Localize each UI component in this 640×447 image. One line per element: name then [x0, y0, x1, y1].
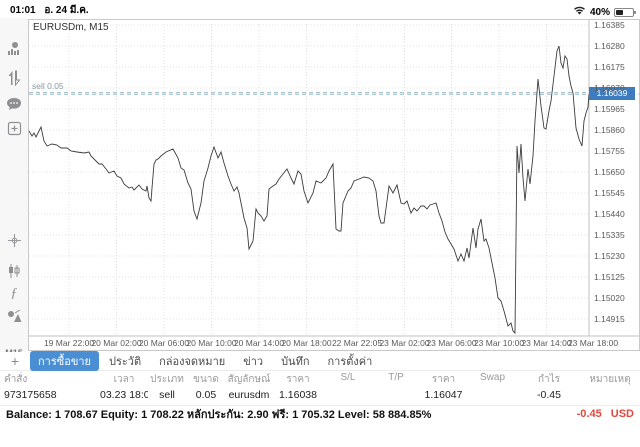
tab-การซื้อขาย[interactable]: การซื้อขาย [30, 351, 99, 371]
col-symbol: สัญลักษณ์ [227, 374, 271, 385]
order-swap [467, 389, 518, 405]
tab-บันทึก[interactable]: บันทึก [281, 356, 310, 368]
function-icon[interactable]: ƒ [10, 286, 18, 301]
order-number: 973175658 [4, 389, 57, 401]
time-axis-label: 20 Mar 14:00 [233, 338, 285, 348]
objects-icon[interactable] [0, 309, 28, 323]
bottom-tab-bar: + การซื้อขาย ประวัติ กล่องจดหมาย ข่าว บันทึก… [0, 351, 640, 371]
price-axis-label: 1.14915 [594, 314, 625, 324]
chart-panel: EURUSDm, M15 sell 0.05 1.16039 1.16385 1.… [28, 19, 640, 351]
battery-icon [614, 7, 636, 17]
order-profit: -0.45 [537, 389, 561, 401]
crosshair-icon[interactable] [0, 233, 28, 248]
tab-ประวัติ[interactable]: ประวัติ [108, 356, 142, 368]
left-toolbar: ƒ M15 [0, 18, 28, 358]
profit-currency: USD [610, 407, 634, 420]
price-axis-label: 1.15965 [594, 104, 625, 114]
order-comment [580, 389, 640, 405]
time-axis-label: 23 Mar 18:00 [567, 338, 619, 348]
status-bar: 01:01 อ. 24 มี.ค. 40% [0, 0, 640, 18]
time-axis-label: 20 Mar 10:00 [186, 338, 237, 348]
col-profit: กำไร [537, 374, 561, 385]
col-comment: หมายเหตุ [589, 374, 631, 385]
time-axis-label: 20 Mar 06:00 [138, 338, 190, 348]
order-time: 03.23 18:01 [100, 389, 148, 401]
order-tp [372, 389, 420, 405]
col-price-current: ราคา [431, 374, 456, 385]
col-price-open: ราคา [286, 374, 310, 385]
price-axis-label: 1.15860 [594, 125, 625, 135]
chart-symbol-title: EURUSDm, M15 [33, 22, 109, 33]
clock-time: 01:01 [10, 5, 36, 16]
account-summary-row: Balance: 1 708.67 Equity: 1 708.22 หลักประ… [0, 405, 640, 421]
price-axis-label: 1.16070 [594, 83, 625, 93]
time-axis-label: 20 Mar 18:00 [281, 338, 332, 348]
time-axis-label: 20 Mar 02:00 [91, 338, 142, 348]
time-axis-label: 23 Mar 06:00 [426, 338, 477, 348]
quotes-icon[interactable] [0, 40, 28, 56]
new-order-icon[interactable] [0, 121, 28, 136]
order-price-open: 1.16038 [279, 389, 317, 401]
time-axis-label: 23 Mar 02:00 [379, 338, 430, 348]
time-axis-label: 23 Mar 10:00 [473, 338, 525, 348]
col-size: ขนาด [193, 374, 219, 385]
status-date: อ. 24 มี.ค. [44, 5, 89, 16]
price-axis-label: 1.16280 [594, 41, 625, 51]
trade-arrows-icon[interactable] [0, 70, 28, 86]
col-order: คำสั่ง [4, 374, 28, 385]
tab-การตั้งค่า[interactable]: การตั้งค่า [327, 356, 373, 368]
price-axis-label: 1.15545 [594, 188, 625, 198]
price-axis-label: 1.16385 [594, 20, 625, 30]
order-symbol: eurusdm [228, 389, 270, 401]
price-axis-label: 1.16175 [594, 62, 625, 72]
price-axis-label: 1.15335 [594, 230, 625, 240]
chat-icon[interactable] [0, 97, 28, 111]
sell-order-label[interactable]: sell 0.05 [32, 80, 64, 91]
time-axis-label: 23 Mar 14:00 [521, 338, 572, 348]
col-tp: T/P [388, 372, 404, 383]
profit-value: -0.45 [576, 407, 602, 420]
wifi-icon [573, 3, 586, 21]
account-balance: Balance: 1 708.67 [6, 408, 98, 421]
order-price-current: 1.16047 [424, 389, 463, 401]
price-chart[interactable] [29, 20, 640, 351]
col-sl: S/L [340, 372, 356, 383]
price-axis-label: 1.15125 [594, 272, 625, 282]
battery-percent: 40% [589, 6, 610, 18]
trade-table-header: คำสั่ง เวลา ประเภท ขนาด สัญลักษณ์ ราคา S/L T/P ร… [0, 372, 640, 388]
order-size: 0.05 [195, 389, 217, 401]
tab-ข่าว[interactable]: ข่าว [243, 356, 264, 368]
account-summary: Balance: 1 708.67 Equity: 1 708.22 หลักประ… [6, 405, 434, 423]
current-price-tag: 1.16039 [589, 87, 635, 101]
add-tab-button[interactable]: + [10, 353, 20, 369]
account-level: Level: 58 884.85% [337, 408, 432, 421]
order-type: sell [159, 389, 175, 401]
col-type: ประเภท [150, 374, 184, 385]
time-axis-label: 22 Mar 22:05 [331, 338, 383, 348]
account-: ฟรี: 1 705.32 [271, 408, 335, 421]
open-position-row[interactable]: 973175658 03.23 18:01 sell 0.05 eurusdm 1.160… [0, 389, 640, 405]
order-sl [324, 389, 372, 405]
candlestick-icon[interactable] [0, 263, 28, 279]
floating-profit: -0.45 USD [577, 408, 634, 420]
account-: หลักประกัน: 2.90 [186, 408, 269, 421]
account-equity: Equity: 1 708.22 [100, 408, 184, 421]
tab-กล่องจดหมาย[interactable]: กล่องจดหมาย [159, 356, 226, 368]
price-axis-label: 1.15020 [594, 293, 625, 303]
time-axis-label: 19 Mar 22:00 [43, 338, 95, 348]
price-axis-label: 1.15650 [594, 167, 625, 177]
price-axis-label: 1.15440 [594, 209, 625, 219]
col-swap: Swap [479, 372, 505, 383]
col-time: เวลา [113, 374, 135, 385]
status-time-date: 01:01 อ. 24 มี.ค. [10, 3, 89, 18]
price-axis-label: 1.15230 [594, 251, 625, 261]
price-axis-label: 1.15755 [594, 146, 625, 156]
